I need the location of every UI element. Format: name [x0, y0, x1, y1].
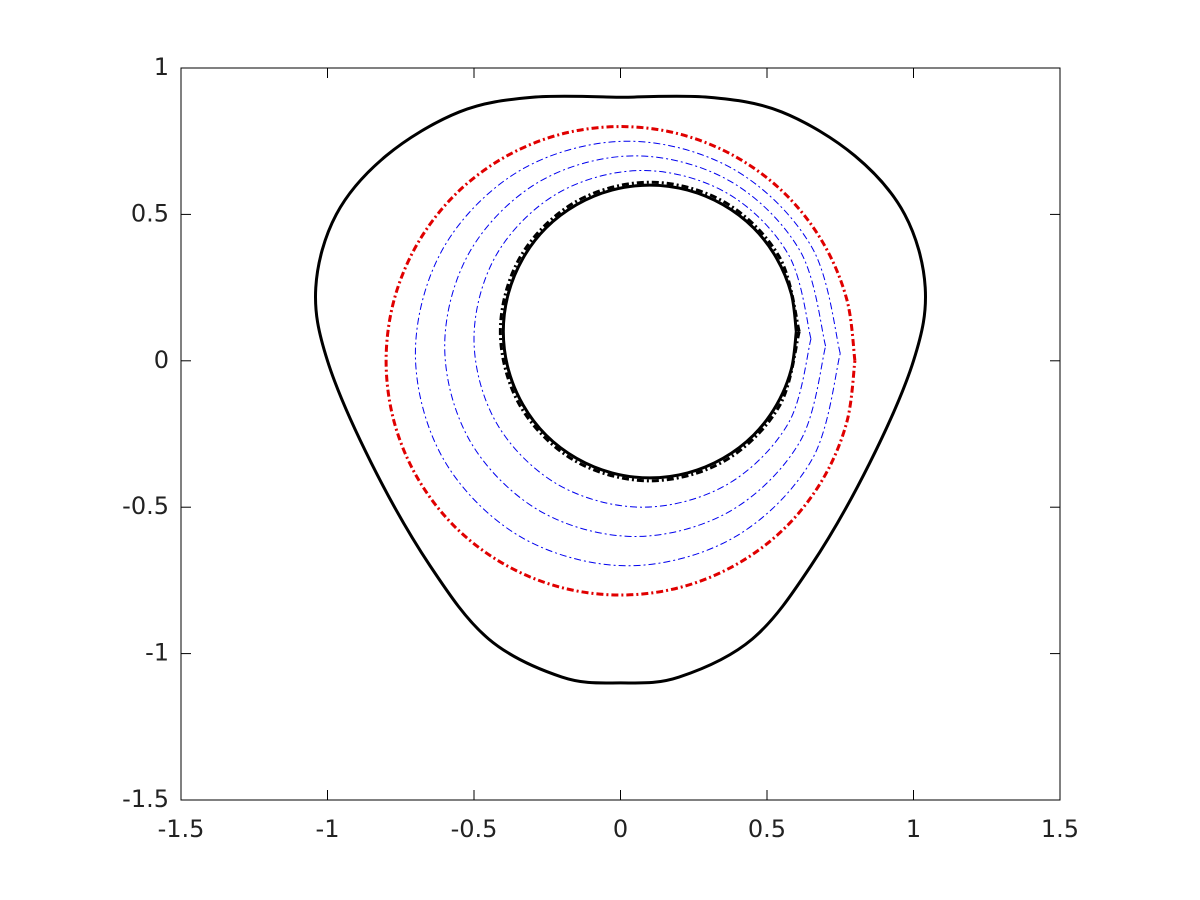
- x-tick-label: 0: [613, 815, 628, 843]
- x-tick-label: 0.5: [748, 815, 786, 843]
- curve: [498, 180, 801, 483]
- y-tick-label: -1.5: [122, 785, 169, 813]
- curve: [313, 94, 928, 685]
- y-tick-label: 0.5: [131, 199, 169, 227]
- curve: [501, 183, 798, 480]
- y-tick-label: 1: [154, 53, 169, 81]
- x-tick-label: -1.5: [158, 815, 205, 843]
- y-tick-label: 0: [154, 346, 169, 374]
- y-tick-label: -1: [145, 639, 169, 667]
- x-tick-label: -0.5: [451, 815, 498, 843]
- x-tick-label: -1: [316, 815, 340, 843]
- x-tick-label: 1: [906, 815, 921, 843]
- y-tick-label: -0.5: [122, 492, 169, 520]
- x-tick-label: 1.5: [1041, 815, 1079, 843]
- curve: [444, 155, 827, 537]
- curve: [473, 169, 812, 508]
- curve: [384, 125, 857, 597]
- curve: [414, 140, 841, 567]
